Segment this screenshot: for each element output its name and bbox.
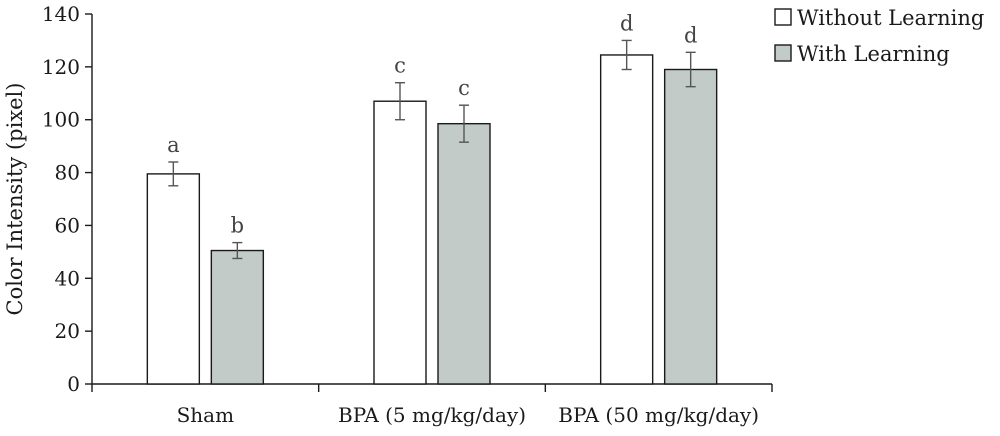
significance-labels: a b c c d d	[167, 11, 697, 237]
x-tick-label: BPA (5 mg/kg/day)	[338, 403, 526, 427]
y-tick-label: 20	[55, 319, 80, 343]
significance-label: d	[620, 11, 633, 35]
y-tick-label: 100	[42, 108, 80, 132]
legend: Without Learning With Learning	[774, 6, 984, 66]
significance-label: c	[458, 76, 470, 100]
error-bars	[168, 39, 696, 260]
bar	[373, 100, 427, 385]
legend-label: With Learning	[797, 42, 950, 66]
y-tick-label: 60	[55, 213, 80, 237]
axes: 0 20 40 60 80 100 120 140 Sham BPA (5 mg/kg/day) B…	[3, 2, 773, 427]
bar	[210, 249, 265, 385]
bars	[146, 54, 718, 385]
legend-swatch	[774, 44, 792, 62]
y-tick-label: 80	[55, 161, 80, 185]
y-axis-title: Color Intensity (pixel)	[3, 83, 27, 316]
significance-label: d	[684, 23, 697, 47]
x-tick-label: BPA (50 mg/kg/day)	[558, 403, 759, 427]
significance-label: b	[231, 214, 244, 238]
bar	[599, 54, 654, 385]
significance-label: a	[167, 133, 180, 157]
x-tick-label: Sham	[177, 403, 235, 427]
y-tick-label: 140	[42, 2, 80, 26]
bar	[663, 68, 718, 385]
legend-label: Without Learning	[797, 6, 984, 30]
y-tick-label: 40	[55, 266, 80, 290]
significance-label: c	[394, 54, 406, 78]
legend-swatch	[774, 8, 792, 26]
y-tick-label: 0	[67, 372, 80, 396]
bar	[437, 122, 491, 385]
y-tick-label: 120	[42, 55, 80, 79]
bar	[146, 173, 201, 385]
